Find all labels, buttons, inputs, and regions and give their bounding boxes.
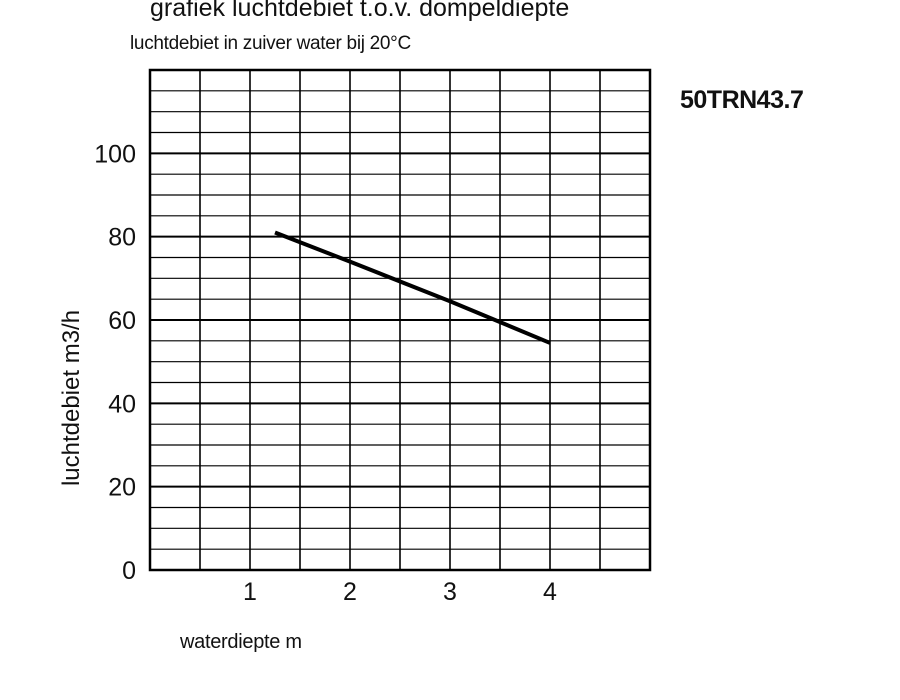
series-line xyxy=(274,230,551,345)
y-tick-label: 80 xyxy=(108,224,136,252)
x-tick-label: 2 xyxy=(343,578,357,606)
y-tick-label: 100 xyxy=(94,140,136,168)
y-tick-label: 60 xyxy=(108,307,136,335)
x-tick-label: 4 xyxy=(543,578,557,606)
chart-subtitle: luchtdebiet in zuiver water bij 20°C xyxy=(130,33,411,54)
x-tick-label: 1 xyxy=(243,578,257,606)
y-tick-label: 0 xyxy=(122,557,136,585)
x-axis-label: waterdiepte m xyxy=(180,631,302,653)
chart-title: grafiek luchtdebiet t.o.v. dompeldiepte xyxy=(150,0,570,22)
x-tick-label: 3 xyxy=(443,578,457,606)
model-label: 50TRN43.7 xyxy=(680,86,804,114)
plot-frame xyxy=(148,68,652,572)
y-tick-label: 20 xyxy=(108,474,136,502)
y-tick-label: 40 xyxy=(108,390,136,418)
